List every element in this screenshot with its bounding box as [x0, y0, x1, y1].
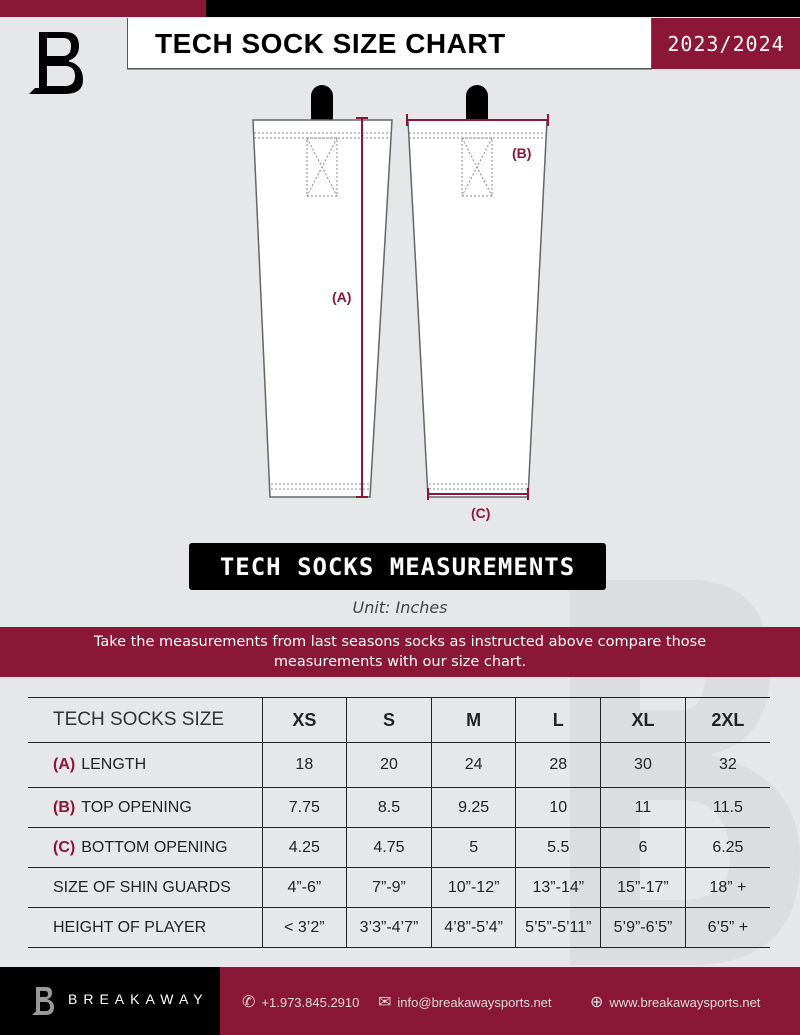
row-label: (C) BOTTOM OPENING — [28, 827, 263, 868]
table-row: SIZE OF SHIN GUARDS 4”-6” 7”-9” 10”-12” 13”-… — [28, 867, 770, 908]
table-row: (B) TOP OPENING 7.75 8.5 9.25 10 11 11.5 — [28, 787, 770, 828]
header-cell: M — [430, 697, 517, 743]
table-header-row: TECH SOCKS SIZE XS S M L XL 2XL — [28, 697, 770, 743]
label-a: (A) — [332, 289, 352, 305]
table-cell: 4’8”-5’4” — [430, 907, 517, 948]
unit-label: Unit: Inches — [352, 598, 448, 617]
table-cell: 28 — [515, 742, 602, 788]
phone-icon: ✆ — [242, 994, 256, 1011]
row-label: (A) LENGTH — [28, 742, 263, 788]
table-cell: 15”-17” — [600, 867, 686, 908]
instructions: Take the measurements from last seasons … — [0, 627, 800, 677]
top-black-bar — [206, 0, 800, 17]
sock-back — [407, 85, 548, 498]
table-cell: 10”-12” — [430, 867, 517, 908]
table-cell: 5’9”-6’5” — [600, 907, 686, 948]
table-cell: 4”-6” — [261, 867, 348, 908]
row-label-text: HEIGHT OF PLAYER — [53, 918, 207, 936]
table-cell: < 3’2” — [261, 907, 348, 948]
title-box — [127, 18, 652, 69]
row-key: (B) — [53, 798, 76, 816]
table-cell: 5 — [430, 827, 517, 868]
row-key: (C) — [53, 838, 76, 856]
email-text: info@breakawaysports.net — [397, 994, 552, 1010]
footer-brand: BREAKAWAY — [68, 991, 209, 1007]
table-cell: 10 — [515, 787, 602, 828]
table-cell: 3’3”-4’7” — [346, 907, 432, 948]
header-cell: S — [346, 697, 432, 743]
row-label: (B) TOP OPENING — [28, 787, 263, 828]
table-cell: 24 — [430, 742, 517, 788]
season-badge: 2023/2024 — [652, 18, 800, 69]
table-cell: 13”-14” — [515, 867, 602, 908]
row-key: (A) — [53, 756, 76, 773]
row-label-text: BOTTOM OPENING — [81, 838, 228, 856]
table-cell: 4.75 — [346, 827, 432, 868]
measurement-lines — [356, 114, 549, 500]
table-cell: 11.5 — [684, 787, 770, 828]
header-cell: XS — [261, 697, 348, 743]
table-row: HEIGHT OF PLAYER < 3’2” 3’3”-4’7” 4’8”-5’4”… — [28, 907, 770, 948]
size-table: TECH SOCKS SIZE XS S M L XL 2XL (A) LENGT… — [28, 697, 770, 948]
header-cell: L — [515, 697, 602, 743]
row-label-text: TOP OPENING — [81, 798, 192, 816]
table-cell: 20 — [346, 742, 432, 788]
row-label: HEIGHT OF PLAYER — [28, 907, 263, 948]
sock-diagram — [252, 85, 549, 500]
table-cell: 6 — [600, 827, 686, 868]
table-cell: 6’5” + — [684, 907, 770, 948]
table-cell: 7”-9” — [346, 867, 432, 908]
sock-front — [252, 85, 393, 498]
table-row: (C) BOTTOM OPENING 4.25 4.75 5 5.5 6 6.25 — [28, 827, 770, 868]
table-cell: 5’5”-5’11” — [515, 907, 602, 948]
table-cell: 6.25 — [684, 827, 770, 868]
table-cell: 7.75 — [261, 787, 348, 828]
top-accent-bar — [0, 0, 206, 17]
page-title: TECH SOCK SIZE CHART — [155, 28, 506, 59]
website-text: www.breakawaysports.net — [609, 994, 761, 1010]
label-b: (B) — [512, 145, 532, 161]
breakaway-logo-icon — [29, 32, 83, 94]
table-cell: 8.5 — [346, 787, 432, 828]
footer-phone[interactable]: ✆ +1.973.845.2910 — [242, 992, 359, 1012]
table-cell: 4.25 — [261, 827, 348, 868]
section-banner: TECH SOCKS MEASUREMENTS — [189, 543, 606, 590]
table-cell: 32 — [684, 742, 770, 788]
header-cell: TECH SOCKS SIZE — [28, 697, 263, 743]
footer-website[interactable]: ⊕ www.breakawaysports.net — [590, 992, 760, 1012]
globe-icon: ⊕ — [590, 994, 604, 1011]
table-cell: 18” + — [684, 867, 770, 908]
table-cell: 5.5 — [515, 827, 602, 868]
label-c: (C) — [471, 505, 491, 521]
footer-logo-icon — [32, 987, 54, 1015]
header-cell: XL — [600, 697, 686, 743]
row-label-text: LENGTH — [81, 756, 147, 773]
phone-text: +1.973.845.2910 — [261, 994, 360, 1010]
table-cell: 11 — [600, 787, 686, 828]
header-cell: 2XL — [684, 697, 770, 743]
row-label-text: SIZE OF SHIN GUARDS — [53, 878, 231, 896]
footer-email[interactable]: ✉ info@breakawaysports.net — [378, 992, 552, 1012]
table-cell: 9.25 — [430, 787, 517, 828]
table-row: (A) LENGTH 18 20 24 28 30 32 — [28, 742, 770, 788]
table-cell: 30 — [600, 742, 686, 788]
email-icon: ✉ — [378, 994, 392, 1011]
row-label: SIZE OF SHIN GUARDS — [28, 867, 263, 908]
table-cell: 18 — [261, 742, 348, 788]
